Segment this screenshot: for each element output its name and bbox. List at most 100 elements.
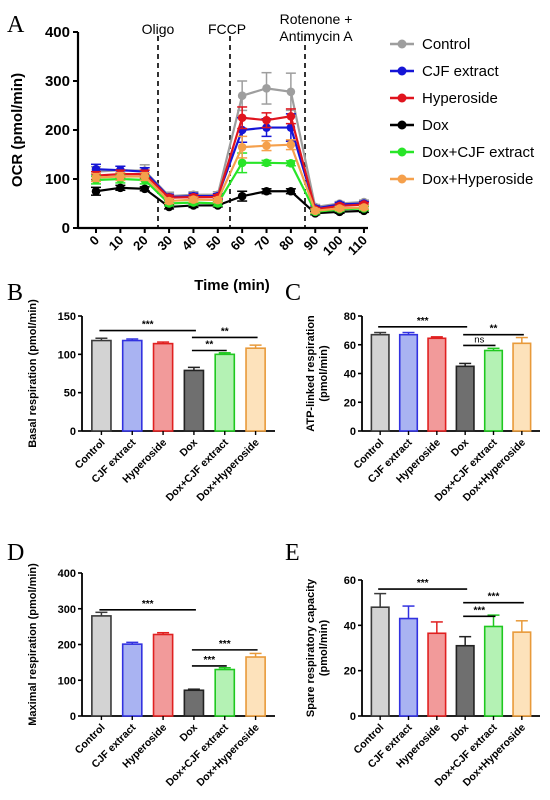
bar-cjf-extract: [398, 617, 419, 717]
bar-dox: [455, 365, 475, 432]
legend-marker: [397, 66, 407, 76]
bar-dox: [183, 369, 205, 432]
bar-dox: [183, 689, 205, 717]
panel-c-atp-linked-respiration-chart: 0 20 40 60 80 ATP-linked respiration (pmol/min…: [305, 311, 540, 504]
x-tick-label: 30: [154, 233, 175, 254]
y-axis-title: OCR (pmol/min): [9, 73, 26, 187]
data-point: [237, 142, 247, 152]
x-tick-label: 0: [86, 233, 102, 249]
bar-control: [370, 606, 390, 717]
data-point: [262, 158, 271, 168]
data-point: [140, 184, 150, 194]
x-tick-label: 70: [252, 233, 273, 254]
bar-dox-cjf-extract: [214, 353, 236, 432]
y-tick-label: 20: [344, 666, 356, 678]
significance-label: ***: [142, 599, 154, 610]
injection-label: Oligo: [142, 21, 175, 37]
legend-entry: Dox: [422, 117, 449, 134]
data-point: [213, 195, 223, 205]
x-tick-label: 40: [179, 233, 200, 254]
x-tick-label: Dox: [449, 437, 472, 460]
bar-control: [91, 615, 112, 717]
y-axis-title: (pmol/min): [318, 620, 330, 677]
legend-marker: [397, 147, 407, 157]
bar-hyperoside: [152, 633, 174, 717]
x-tick-label: 20: [130, 233, 151, 254]
x-tick-label: 100: [320, 233, 346, 259]
injection-label: Rotenone +: [280, 11, 353, 27]
data-point: [237, 191, 247, 201]
significance-label: ***: [203, 655, 215, 666]
legend-entry: Hyperoside: [422, 90, 498, 107]
y-tick-label: 100: [58, 349, 76, 361]
injection-label-line2: Antimycin A: [279, 28, 353, 44]
data-point: [140, 172, 150, 181]
y-tick-label: 100: [45, 171, 70, 188]
panel-e-spare-capacity-chart: 0 20 40 60 Spare respiratory capacity (pmol/m…: [305, 575, 540, 789]
panel-label-a: A: [7, 12, 25, 38]
significance-label: ***: [142, 320, 154, 331]
y-tick-label: 400: [58, 568, 76, 580]
significance-label: ***: [488, 592, 500, 603]
bar-hyperoside: [427, 337, 447, 432]
significance-label: ***: [219, 639, 231, 650]
x-tick-label: Dox: [178, 437, 201, 460]
x-tick-label: 90: [301, 233, 322, 254]
significance-label: ns: [474, 334, 484, 345]
data-point: [262, 186, 271, 196]
bar-dox-cjf-extract: [483, 625, 504, 717]
panel-label-c: C: [285, 280, 301, 306]
bar-control: [91, 339, 112, 432]
x-tick-label: Dox: [449, 722, 472, 745]
legend-entry: Dox+CJF extract: [422, 144, 535, 161]
data-point: [286, 186, 296, 196]
y-tick-label: 80: [344, 311, 356, 323]
y-axis-title: (pmol/min): [318, 345, 330, 402]
y-tick-label: 0: [70, 426, 76, 438]
y-axis-title: ATP-linked respiration: [305, 315, 317, 432]
data-point: [286, 87, 296, 97]
bar-cjf-extract: [121, 339, 143, 432]
data-point: [91, 186, 101, 196]
bar-hyperoside: [427, 632, 447, 717]
data-point: [335, 204, 344, 213]
significance-label: **: [490, 324, 498, 335]
data-point: [164, 196, 174, 206]
x-tick-label: 10: [106, 233, 127, 254]
legend-marker: [397, 174, 407, 184]
series-dox-hyperoside: [91, 135, 369, 216]
y-tick-label: 200: [45, 122, 70, 139]
legend-marker: [397, 120, 407, 130]
bar-dox-cjf-extract: [214, 668, 236, 717]
y-tick-label: 40: [344, 620, 356, 632]
x-tick-label: 110: [345, 233, 370, 258]
y-tick-label: 150: [58, 311, 76, 323]
significance-label: **: [205, 340, 213, 351]
significance-label: ***: [473, 605, 485, 616]
panel-label-d: D: [7, 540, 24, 566]
significance-label: **: [221, 326, 229, 337]
y-tick-label: 300: [45, 73, 70, 90]
x-tick-label: 80: [276, 233, 297, 254]
legend-entry: Control: [422, 36, 470, 53]
legend-entry: Dox+Hyperoside: [422, 171, 533, 188]
y-axis-title: Basal respiration (pmol/min): [27, 299, 39, 448]
y-axis-title: Spare respiratory capacity: [305, 578, 317, 717]
data-point: [189, 195, 198, 204]
y-tick-label: 60: [344, 340, 356, 352]
y-tick-label: 60: [344, 575, 356, 587]
legend-entry: CJF extract: [422, 63, 500, 80]
bar-cjf-extract: [398, 333, 419, 432]
data-point: [116, 172, 125, 181]
significance-label: ***: [417, 578, 429, 589]
y-tick-label: 0: [62, 220, 70, 237]
y-tick-label: 50: [64, 388, 76, 400]
data-point: [310, 206, 320, 216]
y-tick-label: 0: [350, 426, 356, 438]
bar-dox-cjf-extract: [483, 349, 504, 432]
x-tick-label: 60: [227, 233, 248, 254]
data-point: [91, 173, 101, 182]
panel-d-maximal-respiration-chart: 0 100 200 300 400 Maximal respiration (pmol/m…: [27, 563, 275, 789]
